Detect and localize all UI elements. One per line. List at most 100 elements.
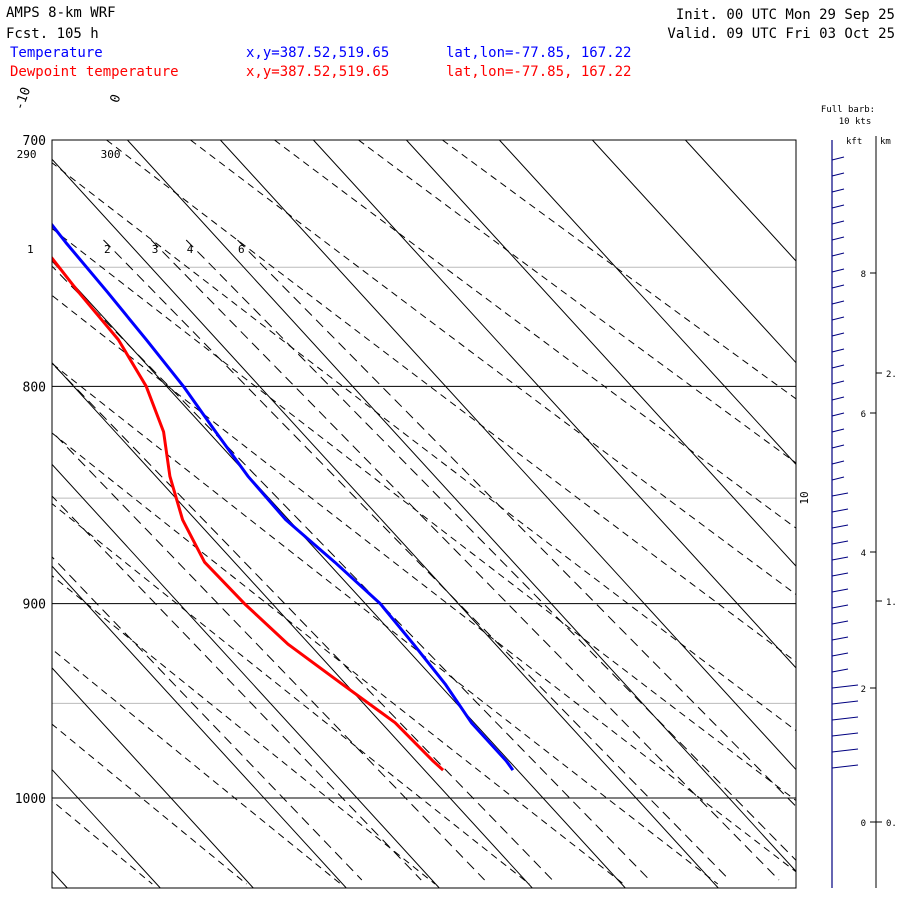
wind-barb — [831, 156, 845, 161]
isotherm-tick-label: 0 — [108, 93, 125, 105]
pressure-tick-label: 700 — [23, 134, 46, 149]
dry-adiabat-line — [52, 575, 436, 885]
wind-barb — [831, 252, 845, 257]
wind-barb — [831, 332, 845, 337]
forecast-hour: Fcst. 105 h — [6, 26, 99, 42]
mixing-ratio-label: 4 — [187, 243, 194, 256]
side-mixing-label: 10 — [798, 491, 811, 504]
mixing-ratio-label: 2 — [104, 243, 111, 256]
dry-adiabat-line — [442, 140, 796, 400]
km-label: km — [880, 137, 891, 147]
kft-tick-label: 2 — [861, 685, 866, 695]
dry-adiabat-line — [52, 502, 530, 885]
wind-barb — [831, 588, 849, 593]
wind-barb — [831, 524, 849, 529]
dry-adiabat-line — [52, 227, 796, 802]
legend-dewpoint-latlon: lat,lon=-77.85, 167.22 — [446, 64, 631, 80]
isobars — [52, 139, 796, 799]
wind-barb — [831, 636, 849, 641]
wind-barb — [831, 364, 845, 369]
mixing-ratio-line — [52, 430, 485, 881]
pressure-tick-label: 800 — [23, 380, 46, 395]
wind-barb — [831, 556, 849, 561]
kft-tick-label: 6 — [861, 410, 866, 420]
km-tick-label: 0. — [886, 819, 897, 829]
isotherm-line — [52, 361, 533, 888]
isotherm-line — [52, 667, 254, 888]
legend-temperature-xy: x,y=387.52,519.65 — [246, 45, 389, 61]
wind-barb — [831, 748, 859, 753]
wind-barb — [831, 540, 849, 545]
wind-barb — [831, 764, 859, 769]
dry-adiabat-line — [190, 140, 796, 596]
isotherm-line — [220, 140, 796, 771]
isotherm-line — [52, 463, 440, 888]
wind-barb — [831, 236, 845, 241]
legend-temperature-name: Temperature — [10, 45, 103, 61]
dewpoint-line — [52, 255, 445, 772]
km-tick-label: 1. — [886, 598, 897, 608]
isotherm-line — [406, 140, 796, 567]
barb-key-line1: Full barb: — [821, 105, 875, 115]
legend-dewpoint-name: Dewpoint temperature — [10, 64, 179, 80]
wind-barb — [831, 204, 845, 209]
wind-barb — [831, 396, 845, 401]
dry-adiabat-line — [52, 648, 342, 885]
pressure-tick-label: 900 — [23, 598, 46, 613]
init-time: Init. 00 UTC Mon 29 Sep 25 — [676, 7, 895, 23]
kft-tick-label: 0 — [861, 819, 866, 829]
wind-barb — [831, 652, 849, 657]
mixing-ratio-line — [185, 239, 796, 862]
dry-adiabat-label: 300 — [101, 148, 121, 161]
isotherms — [52, 140, 796, 888]
barb-key-line2: 10 kts — [839, 117, 872, 127]
dry-adiabat-line — [358, 140, 796, 464]
wind-barb — [831, 492, 849, 497]
wind-barb — [831, 684, 859, 689]
dry-adiabat-line — [52, 294, 796, 873]
mixing-ratio-line — [52, 495, 422, 881]
isotherm-line — [52, 768, 161, 888]
wind-barb — [831, 300, 845, 305]
pressure-tick-label: 1000 — [15, 792, 46, 807]
dry-adiabat-line — [52, 432, 624, 885]
mixing-ratio-label: 3 — [152, 243, 159, 256]
mixing-ratio-label: 1 — [27, 243, 34, 256]
mixing-ratio-line — [150, 239, 780, 881]
wind-barb — [831, 284, 845, 289]
sounding-series — [52, 222, 515, 772]
wind-barb — [831, 668, 849, 673]
wind-barb — [831, 716, 859, 721]
isotherm-line — [592, 140, 796, 364]
isotherm-line — [52, 565, 347, 888]
wind-barb — [831, 348, 845, 353]
valid-time: Valid. 09 UTC Fri 03 Oct 25 — [667, 26, 895, 42]
mixing-ratio-line — [52, 556, 363, 881]
legend-temperature-latlon: lat,lon=-77.85, 167.22 — [446, 45, 631, 61]
wind-barb — [831, 460, 845, 465]
wind-barb — [831, 604, 849, 609]
wind-barb — [831, 732, 859, 737]
kft-label: kft — [846, 137, 862, 147]
wind-barb — [831, 172, 845, 177]
dry-adiabat-line — [274, 140, 796, 529]
dry-adiabat-line — [52, 362, 719, 885]
dry-adiabat-label: 290 — [17, 148, 37, 161]
kft-tick-label: 8 — [861, 270, 866, 280]
wind-barb — [831, 444, 845, 449]
wind-barb — [831, 428, 845, 433]
kft-tick-label: 4 — [861, 549, 866, 559]
isotherm-line — [313, 140, 796, 669]
legend-dewpoint-xy: x,y=387.52,519.65 — [246, 64, 389, 80]
wind-barb — [831, 572, 849, 577]
isotherm-line — [52, 260, 626, 888]
axis-labels: 7008009001000-70-60-50-40-30-20-10022023… — [12, 85, 811, 807]
wind-barb — [831, 268, 845, 273]
km-tick-label: 2. — [886, 370, 897, 380]
plot-frame — [51, 139, 797, 889]
wind-barb — [831, 220, 845, 225]
mixing-ratio-line — [52, 362, 553, 881]
isotherm-line — [52, 158, 719, 888]
wind-barb — [831, 508, 849, 513]
wind-barb — [831, 188, 845, 193]
